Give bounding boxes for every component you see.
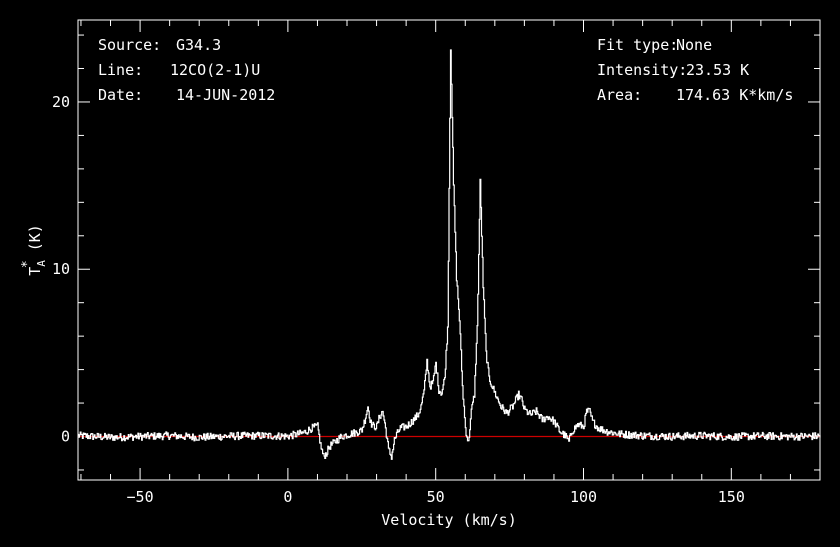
intensity-value: 23.53 K bbox=[686, 61, 749, 79]
info-left: Source: G34.3 Line: 12CO(2-1)U Date: 14-… bbox=[98, 36, 275, 104]
x-tick-label: 150 bbox=[718, 488, 745, 506]
x-tick-label: −50 bbox=[127, 488, 154, 506]
line-value: 12CO(2-1)U bbox=[170, 61, 260, 79]
svg-text:TA* (K): TA* (K) bbox=[20, 224, 48, 276]
y-axis-label-base: T bbox=[26, 267, 44, 276]
area-value: 174.63 K*km/s bbox=[676, 86, 793, 104]
source-key: Source: bbox=[98, 36, 161, 54]
x-tick-label: 0 bbox=[283, 488, 292, 506]
intensity-key: Intensity: bbox=[597, 61, 687, 79]
y-axis-label-sub: A bbox=[35, 260, 48, 267]
x-axis-label: Velocity (km/s) bbox=[381, 511, 516, 529]
y-axis-label-sup: * bbox=[20, 260, 35, 268]
y-tick-label: 0 bbox=[61, 428, 70, 446]
y-tick-label: 10 bbox=[52, 260, 70, 278]
x-tick-label: 50 bbox=[427, 488, 445, 506]
source-value: G34.3 bbox=[176, 36, 221, 54]
fit-type-value: None bbox=[676, 36, 712, 54]
date-value: 14-JUN-2012 bbox=[176, 86, 275, 104]
x-tick-label: 100 bbox=[570, 488, 597, 506]
spectrum-line bbox=[78, 49, 821, 460]
y-tick-label: 20 bbox=[52, 93, 70, 111]
area-key: Area: bbox=[597, 86, 642, 104]
y-axis-label-tail: (K) bbox=[26, 224, 44, 260]
line-key: Line: bbox=[98, 61, 143, 79]
info-right: Fit type: None Intensity: 23.53 K Area: … bbox=[597, 36, 793, 104]
date-key: Date: bbox=[98, 86, 143, 104]
plot-frame bbox=[77, 19, 821, 481]
fit-type-key: Fit type: bbox=[597, 36, 678, 54]
y-axis-label: TA* (K) bbox=[20, 224, 48, 276]
